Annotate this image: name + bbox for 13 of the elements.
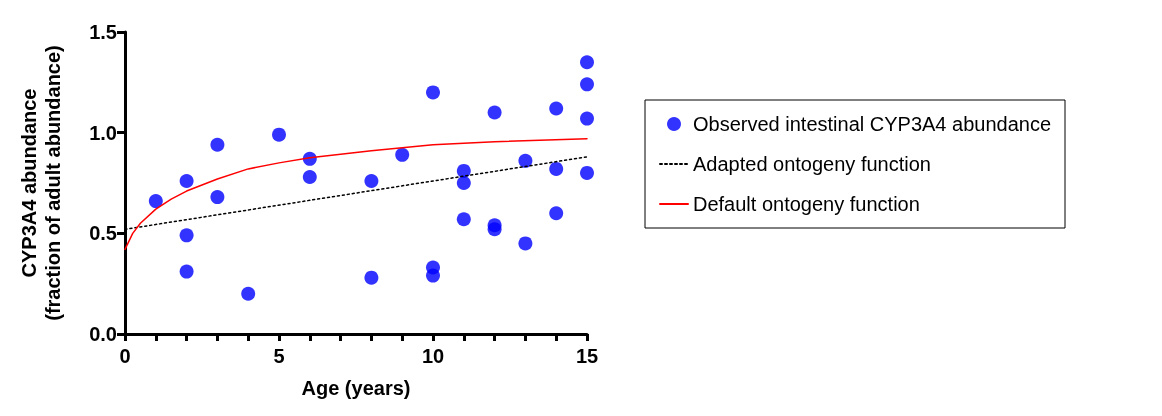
x-tick-label: 5 <box>273 345 285 367</box>
y-tick-label: 1.0 <box>89 121 117 144</box>
y-tick-label: 0.0 <box>89 323 117 345</box>
y-axis-title: CYP3A4 abundance (fraction of adult abundance) <box>18 45 64 321</box>
y-tick-label: 0.5 <box>89 222 117 245</box>
legend-label: Default ontogeny function <box>693 193 920 215</box>
x-tick-label: 10 <box>421 345 445 367</box>
legend-label: Observed intestinal CYP3A4 abundance <box>693 113 1052 135</box>
x-tick-label: 15 <box>575 345 599 367</box>
x-axis-title: Age (years) <box>301 377 411 399</box>
legend-label: Adapted ontogeny function <box>693 153 931 175</box>
y-tick-label: 1.5 <box>89 21 117 43</box>
x-tick-label: 0 <box>119 345 131 367</box>
